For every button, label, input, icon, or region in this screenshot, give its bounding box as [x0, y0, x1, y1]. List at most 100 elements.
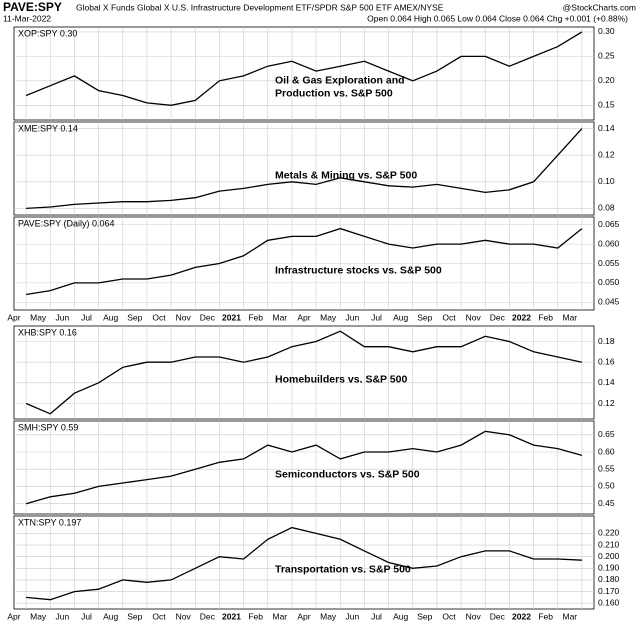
x-tick-label: Dec — [200, 312, 216, 322]
x-tick-label: Mar — [273, 611, 288, 621]
panel-frame — [13, 121, 595, 216]
quote: Open 0.064 High 0.065 Low 0.064 Close 0.… — [367, 13, 628, 23]
y-tick-label: 0.25 — [598, 51, 615, 61]
y-tick-label: 0.12 — [598, 149, 615, 159]
x-tick-label: Jul — [371, 312, 382, 322]
x-tick-label: 2022 — [512, 611, 531, 621]
x-tick-label: May — [30, 611, 47, 621]
x-tick-label: Dec — [490, 611, 506, 621]
x-tick-label: Aug — [103, 611, 118, 621]
y-tick-label: 0.10 — [598, 176, 615, 186]
date: 11-Mar-2022 — [3, 13, 51, 23]
panel-frame — [13, 26, 595, 121]
x-tick-label: Feb — [248, 611, 263, 621]
x-tick-label: Sep — [417, 312, 432, 322]
y-tick-label: 0.190 — [598, 563, 620, 573]
symbol: PAVE:SPY — [3, 0, 62, 14]
x-tick-label: Jun — [55, 312, 69, 322]
panel-title: XOP:SPY 0.30 — [18, 28, 77, 38]
x-tick-label: May — [320, 312, 337, 322]
x-tick-label: Apr — [297, 611, 310, 621]
x-tick-label: Aug — [393, 611, 408, 621]
y-tick-label: 0.30 — [598, 26, 615, 36]
annotation: Homebuilders vs. S&P 500 — [275, 374, 407, 386]
x-tick-label: 2021 — [222, 312, 241, 322]
panel-title: XHB:SPY 0.16 — [18, 327, 77, 337]
annotation: Transportation vs. S&P 500 — [275, 564, 411, 576]
x-tick-label: 2021 — [222, 611, 241, 621]
x-tick-label: Jul — [81, 312, 92, 322]
y-tick-label: 0.14 — [598, 377, 615, 387]
series-line — [26, 128, 583, 210]
y-tick-label: 0.16 — [598, 356, 615, 366]
y-tick-label: 0.18 — [598, 336, 615, 346]
y-tick-label: 0.060 — [598, 238, 620, 248]
y-tick-label: 0.20 — [598, 75, 615, 85]
x-tick-label: Nov — [176, 611, 192, 621]
x-tick-label: Sep — [417, 611, 432, 621]
x-tick-label: Jul — [81, 611, 92, 621]
y-tick-label: 0.180 — [598, 574, 620, 584]
y-tick-label: 0.60 — [598, 446, 615, 456]
x-tick-label: Dec — [490, 312, 506, 322]
x-tick-label: May — [320, 611, 337, 621]
series-line — [25, 31, 583, 106]
y-tick-label: 0.55 — [598, 463, 615, 473]
panel-title: XTN:SPY 0.197 — [18, 517, 81, 527]
x-tick-label: 2022 — [512, 312, 531, 322]
y-tick-label: 0.055 — [598, 258, 620, 268]
description: Global X Funds Global X U.S. Infrastruct… — [76, 2, 444, 12]
x-tick-label: May — [30, 312, 47, 322]
annotation: Metals & Mining vs. S&P 500 — [275, 170, 417, 182]
panel-frame — [13, 420, 595, 515]
x-tick-label: Sep — [127, 611, 142, 621]
x-tick-label: Sep — [127, 312, 142, 322]
series-line — [25, 430, 583, 505]
y-tick-label: 0.45 — [598, 498, 615, 508]
y-tick-label: 0.08 — [598, 203, 615, 213]
x-tick-label: Jun — [345, 611, 359, 621]
y-tick-label: 0.210 — [598, 539, 620, 549]
y-tick-label: 0.50 — [598, 481, 615, 491]
panel-title: SMH:SPY 0.59 — [18, 422, 78, 432]
x-tick-label: Mar — [273, 312, 288, 322]
x-tick-label: Apr — [7, 611, 20, 621]
x-tick-label: Feb — [538, 312, 553, 322]
x-tick-label: Nov — [176, 312, 192, 322]
x-tick-label: Oct — [152, 312, 166, 322]
panel-frame — [13, 515, 595, 610]
x-tick-label: Jun — [345, 312, 359, 322]
y-tick-label: 0.220 — [598, 528, 620, 538]
annotation: Production vs. S&P 500 — [275, 88, 393, 100]
x-tick-label: Dec — [200, 611, 216, 621]
y-tick-label: 0.200 — [598, 551, 620, 561]
panel-frame — [13, 325, 595, 420]
panel-title: XME:SPY 0.14 — [18, 123, 78, 133]
x-tick-label: Oct — [442, 312, 456, 322]
x-tick-label: Nov — [466, 611, 482, 621]
x-tick-label: Mar — [563, 312, 578, 322]
series-line — [25, 227, 583, 296]
y-tick-label: 0.12 — [598, 398, 615, 408]
annotation: Oil & Gas Exploration and — [275, 75, 405, 87]
x-tick-label: Apr — [7, 312, 20, 322]
y-tick-label: 0.14 — [598, 123, 615, 133]
x-tick-label: Mar — [563, 611, 578, 621]
x-tick-label: Oct — [152, 611, 166, 621]
x-tick-label: Jun — [55, 611, 69, 621]
x-tick-label: Aug — [103, 312, 118, 322]
annotation: Semiconductors vs. S&P 500 — [275, 469, 420, 481]
x-tick-label: Oct — [442, 611, 456, 621]
series-line — [26, 526, 582, 601]
y-tick-label: 0.65 — [598, 429, 615, 439]
y-tick-label: 0.050 — [598, 277, 620, 287]
series-line — [25, 330, 583, 415]
y-tick-label: 0.15 — [598, 100, 615, 110]
y-tick-label: 0.160 — [598, 597, 620, 607]
y-tick-label: 0.170 — [598, 586, 620, 596]
y-tick-label: 0.045 — [598, 297, 620, 307]
x-tick-label: Feb — [248, 312, 263, 322]
x-tick-label: Feb — [538, 611, 553, 621]
x-tick-label: Jul — [371, 611, 382, 621]
